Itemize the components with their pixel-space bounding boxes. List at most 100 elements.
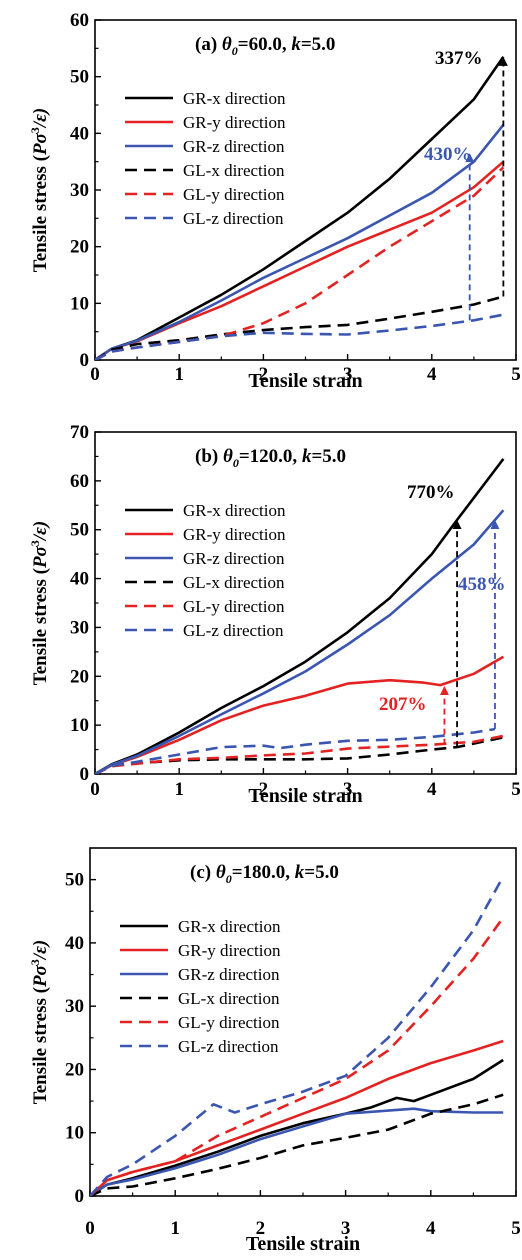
legend-label: GR-y direction <box>183 113 286 132</box>
y-tick-label: 0 <box>80 764 90 785</box>
y-axis-label-exponent: 3 <box>28 959 42 965</box>
y-tick-label: 20 <box>70 666 89 687</box>
chart-title-k: k <box>302 446 312 467</box>
y-tick-label: 40 <box>65 933 84 954</box>
legend-label: GR-z direction <box>183 137 285 156</box>
x-tick-label: 3 <box>343 364 353 385</box>
y-tick-label: 50 <box>70 520 89 541</box>
y-axis-label-sigma: σ <box>30 964 51 975</box>
y-tick-label: 60 <box>70 10 89 31</box>
series-line-gr-z-direction <box>95 509 505 774</box>
x-tick-label: 1 <box>174 779 184 800</box>
legend-label: GL-y direction <box>183 185 285 204</box>
chart-title-theta-value: =180.0, <box>232 862 295 883</box>
legend-label: GL-x direction <box>183 573 285 592</box>
chart-title-theta-value: =60.0, <box>238 34 292 55</box>
legend-label: GL-z direction <box>178 1037 279 1056</box>
legend-label: GL-z direction <box>183 621 284 640</box>
y-tick-label: 50 <box>70 67 89 88</box>
chart-title-k-value: =5.0 <box>311 446 346 467</box>
chart-title-label: (c) <box>190 862 216 883</box>
x-tick-label: 2 <box>259 779 269 800</box>
y-tick-label: 10 <box>70 715 89 736</box>
annotation-arrowhead <box>439 686 449 696</box>
x-tick-label: 0 <box>85 1218 95 1239</box>
chart-title: (b) θ0=120.0, k=5.0 <box>195 446 346 470</box>
legend-label: GL-y direction <box>183 597 285 616</box>
legend-label: GR-x direction <box>178 917 281 936</box>
legend-label: GR-z direction <box>183 549 285 568</box>
y-tick-label: 40 <box>70 569 89 590</box>
y-tick-label: 0 <box>80 350 90 371</box>
y-tick-label: 20 <box>65 1059 84 1080</box>
annotation-label: 770% <box>407 482 455 503</box>
x-tick-label: 1 <box>170 1218 180 1239</box>
x-tick-label: 5 <box>511 364 521 385</box>
y-axis-label-p: P <box>30 975 51 988</box>
chart-title-theta: θ <box>222 34 232 55</box>
x-tick-label: 2 <box>256 1218 266 1239</box>
legend-label: GR-y direction <box>178 941 281 960</box>
x-tick-label: 4 <box>426 1218 436 1239</box>
legend-label: GL-z direction <box>183 209 284 228</box>
x-axis-label: Tensile strain <box>246 1233 360 1255</box>
y-axis-label: Tensile stress (Pσ3/ε) <box>28 521 51 685</box>
chart-title-theta: θ <box>216 862 226 883</box>
y-tick-label: 70 <box>70 422 89 443</box>
y-tick-label: 60 <box>70 471 89 492</box>
series-line-gl-y-direction <box>95 734 504 774</box>
y-axis-label-prefix: Tensile stress ( <box>30 568 51 685</box>
series-line-gr-x-direction <box>95 56 505 360</box>
y-axis-label-p: P <box>30 556 51 569</box>
y-axis-label-sigma: σ <box>30 132 51 143</box>
legend-label: GL-x direction <box>178 989 280 1008</box>
series-group <box>95 56 505 360</box>
y-tick-label: 30 <box>70 180 89 201</box>
annotation-label: 337% <box>435 48 483 69</box>
plot-frame <box>89 847 517 1197</box>
annotation-arrowhead <box>452 519 462 529</box>
x-tick-label: 5 <box>511 1218 521 1239</box>
series-line-gr-x-direction <box>95 458 505 774</box>
series-line-gr-x-direction <box>90 1058 504 1196</box>
x-axis-label: Tensile strain <box>248 785 362 807</box>
series-line-gl-x-direction <box>95 295 504 360</box>
legend-label: GR-x direction <box>183 501 286 520</box>
x-tick-label: 0 <box>90 779 100 800</box>
x-tick-label: 5 <box>511 779 521 800</box>
y-tick-label: 30 <box>65 996 84 1017</box>
legend-label: GL-x direction <box>183 161 285 180</box>
chart-title: (a) θ0=60.0, k=5.0 <box>195 34 335 58</box>
series-line-gl-z-direction <box>95 313 504 360</box>
y-axis-label-p: P <box>30 143 51 156</box>
series-group <box>90 875 505 1196</box>
annotation-arrowhead <box>498 56 508 66</box>
x-tick-label: 4 <box>427 779 437 800</box>
legend-label: GR-z direction <box>178 965 280 984</box>
legend-label: GL-y direction <box>178 1013 280 1032</box>
series-group <box>95 458 505 774</box>
legend-label: GR-y direction <box>183 525 286 544</box>
y-tick-label: 0 <box>75 1186 85 1207</box>
annotation-label: 430% <box>424 144 472 165</box>
y-axis-label-exponent: 3 <box>28 127 42 133</box>
x-tick-label: 0 <box>90 364 100 385</box>
y-axis-label-suffix: /ε) <box>30 108 51 129</box>
chart-title-k: k <box>295 862 305 883</box>
annotation-label: 458% <box>458 574 506 595</box>
y-axis-label-suffix: /ε) <box>30 521 51 542</box>
chart-title-theta-value: =120.0, <box>239 446 302 467</box>
y-tick-label: 10 <box>65 1123 84 1144</box>
y-axis-label-suffix: /ε) <box>30 940 51 961</box>
annotation-arrowhead <box>465 153 475 163</box>
annotation-label: 207% <box>379 694 427 715</box>
chart-title-theta-sub: 0 <box>232 44 238 58</box>
y-tick-label: 10 <box>70 293 89 314</box>
y-axis-label-exponent: 3 <box>28 540 42 546</box>
series-line-gl-z-direction <box>95 727 496 774</box>
x-tick-label: 4 <box>427 364 437 385</box>
